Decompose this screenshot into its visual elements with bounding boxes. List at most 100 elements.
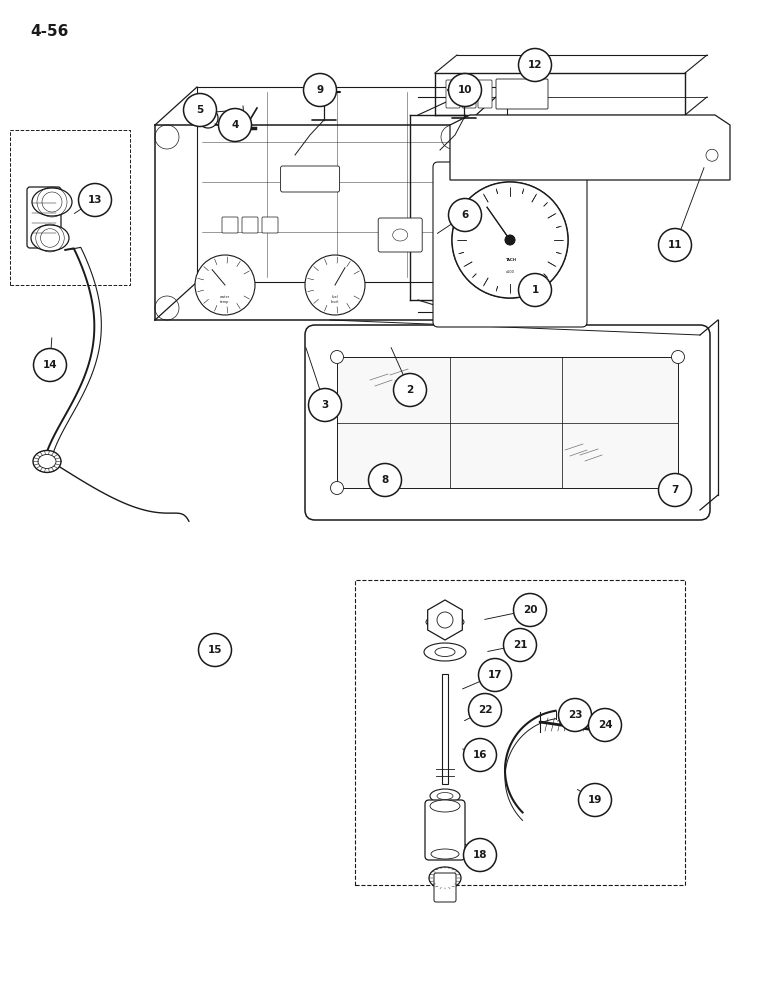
Ellipse shape <box>32 188 72 216</box>
Circle shape <box>503 629 537 662</box>
Text: 22: 22 <box>478 705 493 715</box>
Circle shape <box>457 187 563 293</box>
Ellipse shape <box>435 648 455 656</box>
Text: water
temp: water temp <box>220 295 230 304</box>
Text: 14: 14 <box>42 360 57 370</box>
Bar <box>355 580 685 885</box>
FancyBboxPatch shape <box>262 217 278 233</box>
Circle shape <box>198 634 232 666</box>
Circle shape <box>505 235 515 245</box>
FancyBboxPatch shape <box>478 80 492 108</box>
FancyBboxPatch shape <box>378 218 422 252</box>
Circle shape <box>309 388 341 422</box>
Circle shape <box>195 255 255 315</box>
Text: 6: 6 <box>462 210 469 220</box>
Ellipse shape <box>429 867 461 889</box>
Circle shape <box>672 350 685 363</box>
Circle shape <box>452 182 568 298</box>
Text: 17: 17 <box>488 670 503 680</box>
Circle shape <box>513 593 547 626</box>
Text: 16: 16 <box>472 750 487 760</box>
Text: 4: 4 <box>232 120 239 130</box>
Circle shape <box>394 373 426 406</box>
Text: 20: 20 <box>523 605 537 615</box>
Circle shape <box>330 482 344 494</box>
Text: fuel
level: fuel level <box>331 295 339 304</box>
Circle shape <box>33 349 66 381</box>
FancyBboxPatch shape <box>222 217 238 233</box>
Circle shape <box>463 838 496 871</box>
Polygon shape <box>450 115 730 180</box>
Circle shape <box>79 184 111 217</box>
Ellipse shape <box>437 792 453 800</box>
Text: 23: 23 <box>567 710 582 720</box>
Circle shape <box>449 198 482 232</box>
Circle shape <box>505 235 515 245</box>
Circle shape <box>588 708 621 742</box>
Text: 2: 2 <box>406 385 414 395</box>
Text: x100: x100 <box>506 270 514 274</box>
Circle shape <box>218 108 252 141</box>
Ellipse shape <box>430 800 460 812</box>
Circle shape <box>305 255 365 315</box>
Bar <box>455 144 475 172</box>
FancyBboxPatch shape <box>280 166 340 192</box>
Circle shape <box>449 74 482 106</box>
Text: 19: 19 <box>587 795 602 805</box>
Ellipse shape <box>393 229 408 241</box>
Text: 8: 8 <box>381 475 388 485</box>
Circle shape <box>479 658 512 692</box>
Ellipse shape <box>431 849 459 859</box>
Circle shape <box>463 738 496 772</box>
Text: 15: 15 <box>208 645 222 655</box>
Text: 21: 21 <box>513 640 527 650</box>
Circle shape <box>469 694 502 726</box>
Ellipse shape <box>31 225 69 251</box>
Circle shape <box>519 48 551 82</box>
Circle shape <box>437 612 453 628</box>
Circle shape <box>303 74 337 106</box>
Circle shape <box>659 229 692 261</box>
Ellipse shape <box>203 113 213 123</box>
Bar <box>442 674 448 784</box>
Circle shape <box>368 464 401 496</box>
Circle shape <box>659 474 692 507</box>
Ellipse shape <box>198 108 218 128</box>
Bar <box>337 357 678 488</box>
Ellipse shape <box>426 615 464 629</box>
FancyBboxPatch shape <box>27 187 61 248</box>
Text: 12: 12 <box>528 60 542 70</box>
Text: 5: 5 <box>196 105 204 115</box>
Ellipse shape <box>38 454 56 468</box>
Ellipse shape <box>430 789 460 803</box>
Circle shape <box>558 698 591 732</box>
Circle shape <box>706 149 718 161</box>
Circle shape <box>578 784 611 816</box>
Text: TACH: TACH <box>505 258 516 262</box>
FancyBboxPatch shape <box>305 325 710 520</box>
Text: 1: 1 <box>531 285 539 295</box>
Text: 11: 11 <box>668 240 682 250</box>
Text: TACH: TACH <box>505 258 516 262</box>
Text: 18: 18 <box>472 850 487 860</box>
Circle shape <box>330 350 344 363</box>
FancyBboxPatch shape <box>242 217 258 233</box>
Ellipse shape <box>33 450 61 472</box>
Text: 7: 7 <box>672 485 679 495</box>
Ellipse shape <box>424 643 466 661</box>
Circle shape <box>184 94 216 126</box>
Circle shape <box>519 273 551 306</box>
Text: 9: 9 <box>317 85 323 95</box>
Text: 13: 13 <box>88 195 102 205</box>
FancyBboxPatch shape <box>462 80 476 108</box>
FancyBboxPatch shape <box>433 162 587 327</box>
Text: 4-56: 4-56 <box>30 24 69 39</box>
Text: 24: 24 <box>598 720 612 730</box>
FancyBboxPatch shape <box>434 873 456 902</box>
Circle shape <box>452 182 568 298</box>
Text: 3: 3 <box>321 400 329 410</box>
FancyBboxPatch shape <box>425 800 465 860</box>
FancyBboxPatch shape <box>446 80 460 108</box>
FancyBboxPatch shape <box>496 79 548 109</box>
Text: 10: 10 <box>458 85 472 95</box>
